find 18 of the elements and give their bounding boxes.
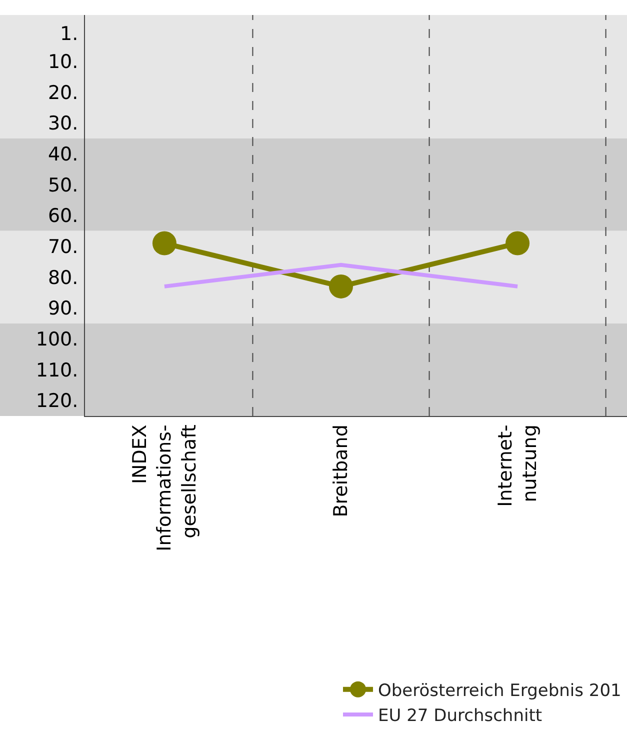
y-tick-label: 20. [48, 82, 78, 104]
y-tick-label: 10. [48, 50, 78, 73]
y-tick-label: 60. [48, 205, 78, 228]
y-tick-label: 100. [36, 328, 78, 351]
x-tick-label: Breitband [330, 424, 352, 518]
y-tick-label: 80. [48, 266, 78, 289]
y-tick-label: 110. [36, 359, 78, 382]
y-tick-label: 120. [36, 390, 78, 412]
y-tick-label: 40. [48, 143, 78, 166]
y-tick-label: 70. [48, 236, 78, 258]
y-tick-label: 30. [48, 112, 78, 135]
legend-label: Oberösterreich Ergebnis 201 [378, 680, 622, 701]
x-tick-label: Internet- nutzung [494, 424, 542, 507]
legend-label: EU 27 Durchschnitt [378, 706, 542, 726]
y-tick-label: 90. [48, 298, 78, 320]
y-tick-label: 50. [48, 174, 78, 196]
x-tick-label: INDEX Informations- gesellschaft [128, 424, 200, 552]
y-tick-label: 1. [60, 23, 78, 46]
